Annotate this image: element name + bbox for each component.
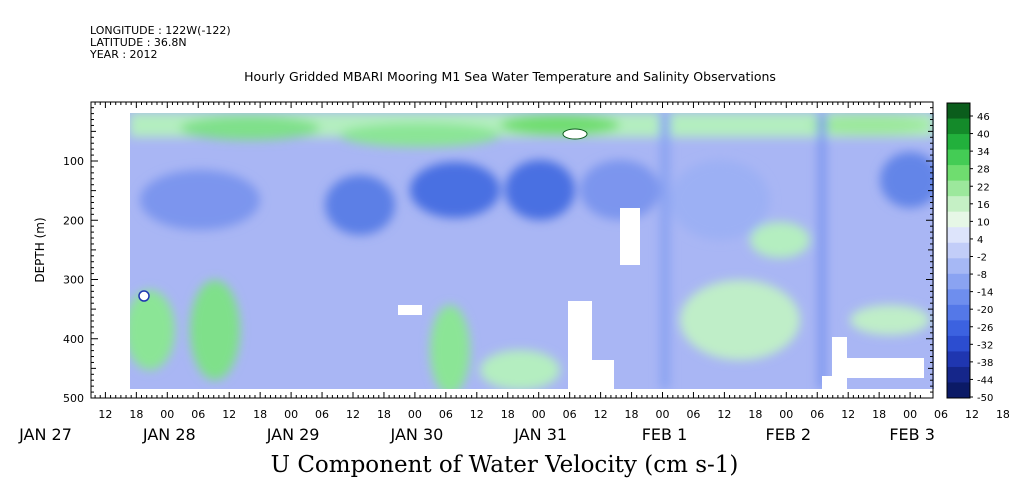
colorbar-swatch <box>947 227 970 244</box>
y-axis: 100 200 300 400 500 <box>63 107 933 405</box>
x-hour-tick-label: 12 <box>965 408 979 421</box>
colorbar-label: 22 <box>977 182 990 193</box>
x-day-label: JAN 27 <box>18 425 72 444</box>
colorbar-label: -50 <box>977 393 993 404</box>
colorbar-label: 34 <box>977 147 990 158</box>
x-axis-label: U Component of Water Velocity (cm s-1) <box>270 452 739 478</box>
x-hour-tick-label: 18 <box>377 408 391 421</box>
chart-title: Hourly Gridded MBARI Mooring M1 Sea Wate… <box>244 69 776 84</box>
x-day-label: FEB 1 <box>642 425 688 444</box>
x-hour-tick-label: 18 <box>501 408 515 421</box>
colorbar-label: 40 <box>977 130 990 141</box>
x-hour-tick-label: 00 <box>160 408 174 421</box>
x-hour-tick-label: 18 <box>872 408 886 421</box>
x-hour-tick-label: 12 <box>98 408 112 421</box>
colorbar-label: 16 <box>977 200 990 211</box>
colorbar: 46 40 34 28 22 16 10 4 -2 -8 -14 -20 -26 -32 -38 -44 -50 <box>946 102 993 404</box>
x-hour-tick-label: 12 <box>717 408 731 421</box>
colorbar-label: -14 <box>977 288 993 299</box>
colorbar-label: -44 <box>977 375 993 386</box>
x-hour-tick-label: 00 <box>903 408 917 421</box>
x-hour-tick-label: 18 <box>129 408 143 421</box>
x-hour-tick-label: 18 <box>748 408 762 421</box>
colorbar-label: -38 <box>977 358 993 369</box>
x-hour-tick-label: 06 <box>563 408 577 421</box>
x-day-label: JAN 28 <box>142 425 196 444</box>
colorbar-swatch <box>947 196 970 213</box>
colorbar-swatch <box>947 134 970 151</box>
colorbar-label: 28 <box>977 165 990 176</box>
x-hour-tick-label: 00 <box>779 408 793 421</box>
colorbar-label: -20 <box>977 305 993 316</box>
x-day-label: JAN 30 <box>390 425 444 444</box>
x-hour-tick-label: 06 <box>934 408 948 421</box>
x-hour-tick-label: 12 <box>470 408 484 421</box>
x-hour-tick-label: 18 <box>996 408 1009 421</box>
x-axis-ticks: 12 18 00 06 12 18 00 06 12 18 00 06 12 18 00 06 12 18 00 06… <box>18 102 1009 444</box>
x-hour-tick-label: 06 <box>191 408 205 421</box>
latitude-label: LATITUDE : 36.8N <box>90 36 187 49</box>
colorbar-swatch <box>947 242 970 259</box>
y-tick-label: 200 <box>63 214 84 227</box>
colorbar-label: -32 <box>977 340 993 351</box>
x-day-label: JAN 31 <box>513 425 567 444</box>
colorbar-swatch <box>947 118 970 135</box>
colorbar-label: -8 <box>977 270 987 281</box>
x-hour-tick-label: 06 <box>686 408 700 421</box>
colorbar-swatch <box>947 320 970 337</box>
y-tick-label: 300 <box>63 274 84 287</box>
x-hour-tick-label: 00 <box>284 408 298 421</box>
x-hour-tick-label: 06 <box>439 408 453 421</box>
colorbar-swatch <box>947 103 970 120</box>
colorbar-swatch <box>947 382 970 399</box>
colorbar-swatch <box>947 366 970 383</box>
x-hour-tick-label: 00 <box>656 408 670 421</box>
x-hour-tick-label: 12 <box>594 408 608 421</box>
x-hour-tick-label: 18 <box>625 408 639 421</box>
x-hour-tick-label: 00 <box>532 408 546 421</box>
x-day-label: FEB 2 <box>766 425 812 444</box>
y-tick-label: 100 <box>63 155 84 168</box>
colorbar-label: 46 <box>977 112 990 123</box>
colorbar-label: 10 <box>977 217 990 228</box>
colorbar-label: -2 <box>977 253 987 264</box>
colorbar-swatch <box>947 180 970 197</box>
colorbar-label: 4 <box>977 235 983 246</box>
colorbar-swatch <box>947 304 970 321</box>
x-hour-tick-label: 00 <box>408 408 422 421</box>
year-label: YEAR : 2012 <box>90 48 158 61</box>
colorbar-swatch <box>947 165 970 182</box>
colorbar-label: -26 <box>977 323 993 334</box>
colorbar-swatch <box>947 335 970 352</box>
x-day-label: FEB 3 <box>889 425 935 444</box>
y-tick-label: 500 <box>63 392 84 405</box>
colorbar-swatch <box>947 211 970 228</box>
colorbar-swatch <box>947 149 970 166</box>
longitude-label: LONGITUDE : 122W(-122) <box>90 24 231 37</box>
x-hour-tick-label: 06 <box>810 408 824 421</box>
colorbar-frame <box>946 102 971 399</box>
colorbar-swatch <box>947 289 970 306</box>
y-tick-label: 400 <box>63 333 84 346</box>
colorbar-swatch <box>947 351 970 368</box>
colorbar-swatch <box>947 273 970 290</box>
x-day-label: JAN 29 <box>266 425 320 444</box>
colorbar-swatch <box>947 258 970 275</box>
x-hour-tick-label: 12 <box>222 408 236 421</box>
heatmap-field <box>130 113 934 389</box>
x-hour-tick-label: 12 <box>346 408 360 421</box>
x-hour-tick-label: 12 <box>841 408 855 421</box>
x-hour-tick-label: 06 <box>315 408 329 421</box>
x-hour-tick-label: 18 <box>253 408 267 421</box>
y-axis-label: DEPTH (m) <box>33 217 47 282</box>
